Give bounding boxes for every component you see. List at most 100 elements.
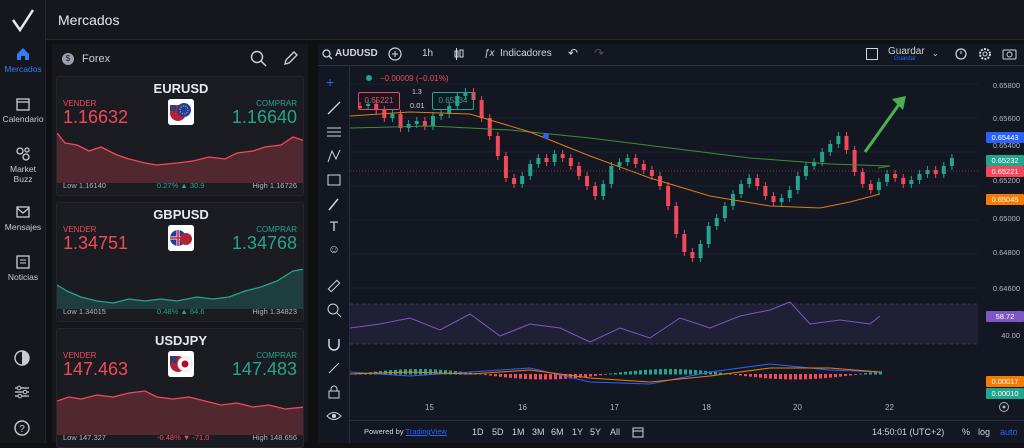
- edit-icon[interactable]: [282, 50, 299, 67]
- candle-body: [949, 158, 954, 166]
- indicators-button[interactable]: Indicadores: [500, 48, 552, 59]
- brand-logo[interactable]: [10, 8, 36, 34]
- fib-icon[interactable]: [326, 124, 342, 140]
- candles-icon[interactable]: [452, 47, 466, 61]
- emoji-icon[interactable]: ☺: [327, 242, 341, 256]
- macd-bar: [734, 374, 737, 375]
- zoom-in-icon[interactable]: [326, 302, 342, 318]
- search-icon[interactable]: [322, 49, 333, 60]
- add-symbol-icon[interactable]: [388, 47, 402, 61]
- sell-price-button[interactable]: 1.34751: [63, 233, 129, 253]
- sell-price-button[interactable]: 1.16632: [63, 107, 129, 127]
- search-icon[interactable]: [250, 50, 267, 67]
- price-tick: 0.65800: [992, 81, 1020, 90]
- camera-icon[interactable]: [1002, 47, 1017, 61]
- ruler-icon[interactable]: [326, 278, 342, 294]
- candle-body: [933, 170, 938, 174]
- calendar-range-icon[interactable]: [632, 426, 644, 438]
- price-chart-svg[interactable]: [350, 66, 1024, 420]
- chevron-down-icon[interactable]: ⌄: [932, 49, 939, 58]
- nav-item-market-buzz[interactable]: Market Buzz: [0, 146, 46, 184]
- crosshair-icon[interactable]: +: [326, 74, 335, 90]
- alert-icon[interactable]: [954, 47, 968, 61]
- range-1y[interactable]: 1Y: [572, 427, 584, 437]
- macd-bar: [509, 374, 512, 378]
- auto-toggle[interactable]: auto: [1000, 427, 1018, 437]
- range-1d[interactable]: 1D: [472, 427, 484, 437]
- macd-bar: [604, 374, 607, 375]
- green-arrow-head: [892, 96, 906, 110]
- buy-price-button[interactable]: 1.34768: [231, 233, 297, 253]
- nav-item-noticias[interactable]: Noticias: [0, 254, 46, 282]
- time-tick: 17: [610, 403, 619, 412]
- clock-readout[interactable]: 14:50:01 (UTC+2): [872, 427, 945, 437]
- lock-icon[interactable]: [326, 384, 342, 400]
- macd-bar: [779, 374, 782, 380]
- candle-body: [674, 206, 679, 234]
- projection-icon[interactable]: [326, 172, 342, 188]
- save-button[interactable]: Guardar: [888, 46, 925, 57]
- fx-icon[interactable]: ƒx: [484, 48, 495, 59]
- magnet-icon[interactable]: [326, 336, 342, 352]
- range-1m[interactable]: 1M: [512, 427, 525, 437]
- instrument-symbol: EURUSD: [153, 81, 209, 96]
- lot-value[interactable]: 1.3: [412, 89, 422, 96]
- range-5d[interactable]: 5D: [492, 427, 504, 437]
- nav-item-mensajes[interactable]: Mensajes: [0, 204, 46, 232]
- layout-icon[interactable]: [866, 48, 878, 60]
- chart-plot[interactable]: −0.00009 (−0.01%) 0.65221 1.3 0.01 0.652…: [350, 66, 1024, 443]
- percent-toggle[interactable]: %: [962, 427, 971, 437]
- buy-price-button[interactable]: 1.16640: [231, 107, 297, 127]
- macd-bar: [609, 373, 612, 375]
- trendline-icon[interactable]: [326, 100, 342, 116]
- range-6m[interactable]: 6M: [551, 427, 564, 437]
- macd-bar: [854, 374, 857, 375]
- macd-bar: [859, 373, 862, 375]
- symbol-selector[interactable]: AUDUSD: [335, 48, 378, 59]
- nav-label: Mensajes: [4, 222, 42, 232]
- lock-drawing-icon[interactable]: [326, 360, 342, 376]
- instrument-card-gbpusd[interactable]: GBPUSD VENDER COMPRAR 1.34751 1.34768 Lo…: [56, 202, 304, 322]
- eye-icon[interactable]: [326, 408, 342, 424]
- nav-item-calendario[interactable]: Calendario: [0, 96, 46, 124]
- high-value: High 148.656: [252, 433, 297, 442]
- candle-body: [698, 244, 703, 258]
- macd-bar: [649, 369, 652, 375]
- settings-sliders-icon[interactable]: [13, 383, 31, 401]
- brush-icon[interactable]: [326, 196, 342, 212]
- watchlist-header: $ Forex: [52, 44, 308, 74]
- range-5y[interactable]: 5Y: [590, 427, 602, 437]
- buy-box[interactable]: 0.65234: [432, 92, 474, 110]
- macd-bar: [709, 371, 712, 375]
- macd-bar: [449, 370, 452, 375]
- sell-price-button[interactable]: 147.463: [63, 359, 129, 379]
- range-all[interactable]: All: [610, 427, 621, 437]
- instrument-card-eurusd[interactable]: EURUSD VENDER COMPRAR 1.16632 1.16640 Lo…: [56, 76, 304, 196]
- log-toggle[interactable]: log: [978, 427, 991, 437]
- macd-bar: [584, 374, 587, 378]
- pattern-icon[interactable]: [326, 148, 342, 164]
- instrument-card-usdjpy[interactable]: USDJPY VENDER COMPRAR 147.463 147.483 Lo…: [56, 328, 304, 448]
- axis-settings-icon[interactable]: [998, 401, 1010, 413]
- nav-item-mercados[interactable]: Mercados: [0, 46, 46, 74]
- text-icon[interactable]: T: [329, 218, 339, 234]
- category-label[interactable]: Forex: [82, 53, 111, 65]
- theme-toggle-icon[interactable]: [13, 349, 31, 367]
- svg-text:?: ?: [19, 424, 25, 435]
- macd-bar: [529, 374, 532, 380]
- macd-bar: [719, 372, 722, 375]
- low-value: Low 1.34015: [63, 307, 106, 316]
- macd-bar: [849, 374, 852, 376]
- tradingview-link[interactable]: TradingView: [405, 427, 447, 436]
- buy-price-button[interactable]: 147.483: [231, 359, 297, 379]
- gear-icon[interactable]: [978, 47, 992, 61]
- undo-icon[interactable]: ↶: [568, 46, 579, 60]
- redo-icon[interactable]: ↷: [594, 46, 605, 60]
- interval-selector[interactable]: 1h: [422, 48, 434, 59]
- range-3m[interactable]: 3M: [532, 427, 545, 437]
- sell-box[interactable]: 0.65221: [358, 92, 400, 110]
- top-bar: Mercados: [46, 0, 1024, 40]
- candle-body: [422, 121, 427, 126]
- help-icon[interactable]: ?: [13, 419, 31, 437]
- macd-bar: [664, 369, 667, 375]
